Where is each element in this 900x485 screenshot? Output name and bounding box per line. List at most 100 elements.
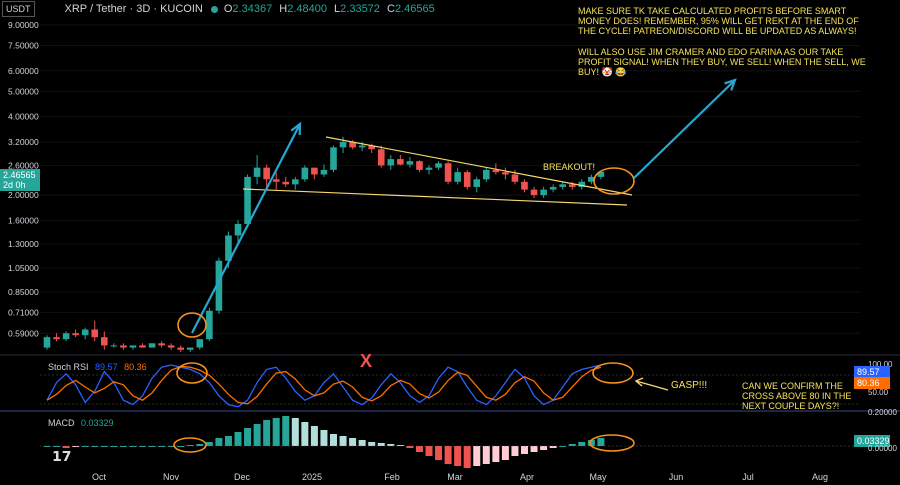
macd-bar — [587, 440, 595, 446]
quote-currency-box[interactable]: USDT — [2, 1, 35, 17]
y-tick-label: 5.00000 — [8, 86, 39, 96]
breakout-circle-1 — [177, 312, 207, 338]
candle-body — [177, 347, 184, 350]
candle-body — [129, 345, 137, 348]
candle-body — [263, 167, 270, 180]
candle-body — [139, 345, 146, 348]
macd-bar — [435, 446, 443, 460]
candle-body — [377, 149, 385, 166]
gasp-label: GASP!!! — [671, 380, 708, 391]
stoch-rsi-pane — [0, 354, 900, 412]
ohlc-label: C — [386, 3, 395, 15]
candle-body — [483, 169, 490, 180]
candle-body — [549, 186, 557, 190]
macd-bar — [263, 420, 271, 446]
target-arrow — [633, 79, 736, 179]
macd-bar — [396, 445, 404, 446]
macd-bar — [482, 446, 490, 464]
candle-body — [435, 163, 442, 168]
macd-bar — [110, 446, 118, 447]
last-price-value: 2.46565 — [3, 170, 36, 180]
macd-pane — [40, 416, 860, 468]
candle-body — [597, 171, 605, 177]
macd-bar — [339, 436, 347, 446]
candle-body — [540, 189, 547, 196]
stoch-axis-bottom: 50.00 — [868, 388, 889, 397]
macd-bar — [177, 446, 185, 447]
chart-header: USDT XRP / Tether · 3D · KUCOIN O2.34367… — [0, 0, 439, 18]
candle-body — [454, 172, 461, 182]
candle-body — [416, 161, 423, 170]
symbol-title[interactable]: XRP / Tether · 3D · KUCOIN — [64, 3, 203, 15]
candle-body — [148, 343, 156, 348]
macd-bar — [62, 446, 70, 448]
macd-bar — [377, 443, 385, 446]
candle-body — [444, 163, 452, 182]
macd-bar — [492, 446, 500, 462]
candle-body — [368, 145, 375, 150]
y-tick-label: 4.00000 — [8, 112, 39, 122]
upper-trendline — [325, 136, 633, 196]
macd-bar — [91, 446, 99, 447]
macd-bar — [272, 418, 280, 446]
candle-body — [91, 329, 99, 338]
stoch-k-value: 89.57 — [95, 362, 118, 372]
author-note: MAKE SURE TK TAKE CALCULATED PROFITS BEF… — [578, 6, 866, 78]
x-tick-label: 2025 — [302, 472, 322, 482]
candle-body — [425, 167, 433, 170]
stoch-title: Stoch RSI — [48, 362, 89, 372]
time-axis: Oct Nov Dec 2025 Feb Mar Apr May Jun Jul Aug — [92, 472, 828, 482]
macd-bar — [291, 418, 299, 446]
x-tick-label: Jul — [742, 472, 754, 482]
stoch-d-tag: 80.36 — [854, 377, 890, 389]
candle-body — [101, 337, 108, 346]
candle-body — [43, 337, 51, 348]
macd-axis-bottom: 0.00000 — [868, 444, 897, 453]
cross-mark: X — [360, 351, 373, 371]
gasp-arrow — [635, 380, 669, 391]
stoch-circle-2 — [592, 362, 634, 384]
ohlc-value: 2.48400 — [287, 3, 327, 15]
candle-body — [301, 167, 309, 180]
y-tick-label: 1.05000 — [8, 263, 39, 273]
macd-bar — [358, 440, 366, 446]
breakout-label: BREAKOUT! — [543, 162, 596, 172]
tradingview-logo-icon[interactable]: 𝟭𝟳 — [52, 448, 72, 464]
y-tick-label: 9.00000 — [8, 20, 39, 30]
macd-bar — [568, 444, 576, 446]
macd-bar — [320, 430, 328, 446]
price-grid — [40, 24, 860, 334]
y-tick-label: 6.00000 — [8, 66, 39, 76]
drawings — [177, 78, 737, 338]
macd-bar — [387, 444, 395, 446]
candle-body — [282, 181, 290, 185]
candle-body — [521, 181, 528, 190]
macd-bar — [244, 428, 252, 446]
macd-bar — [224, 436, 232, 446]
macd-bar — [310, 426, 318, 446]
macd-bar — [444, 446, 452, 464]
macd-bar — [81, 446, 89, 447]
candle-body — [511, 174, 519, 182]
macd-bar — [72, 446, 80, 447]
candle-body — [186, 347, 194, 350]
candle-body — [349, 141, 356, 148]
macd-bar — [454, 446, 462, 466]
candle-body — [473, 179, 481, 187]
candle-body — [158, 343, 165, 346]
macd-bar — [511, 446, 519, 456]
macd-title: MACD — [48, 418, 75, 428]
y-tick-label: 1.60000 — [8, 215, 39, 225]
ohlc-readout: O2.34367 H2.48400 L2.33572 C2.46565 — [224, 3, 439, 15]
candle-body — [492, 169, 500, 173]
macd-bar — [158, 446, 166, 447]
macd-bar — [521, 446, 528, 454]
candle-body — [568, 184, 576, 187]
macd-bar — [196, 444, 204, 446]
candle-body — [530, 189, 538, 196]
stoch-legend: Stoch RSI 89.57 80.36 — [48, 362, 147, 372]
macd-circle-1 — [173, 437, 207, 453]
stoch-axis-top: 100.00 — [868, 360, 893, 369]
x-tick-label: Feb — [384, 472, 400, 482]
breakout-circle-2 — [593, 167, 635, 195]
